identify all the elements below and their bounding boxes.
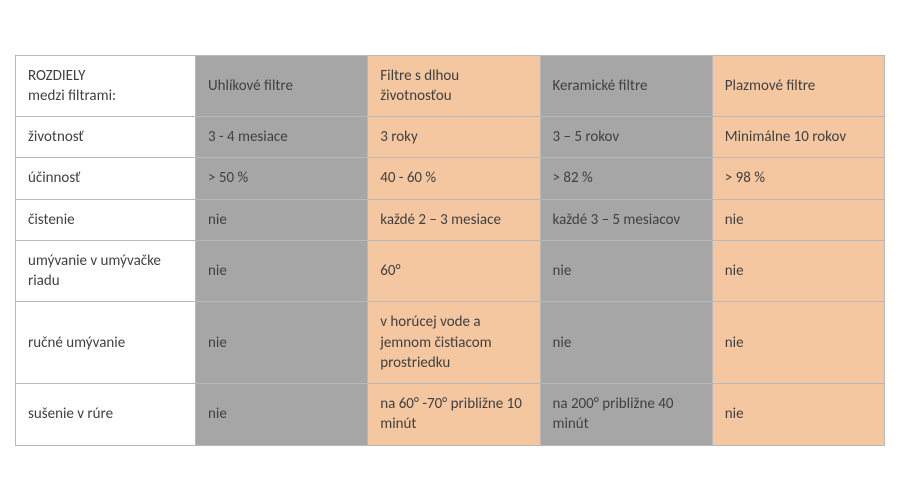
table-header-row: ROZDIELY medzi filtrami: Uhlíkové filtre Fi… — [16, 55, 885, 117]
table-cell-value: nie — [725, 334, 744, 352]
table-row: ručné umývanie nie v horúcej vode a jemnom… — [16, 302, 885, 384]
row-label: ručné umývanie — [16, 302, 196, 384]
table-cell: nie — [712, 240, 884, 302]
table-cell-value: nie — [553, 262, 572, 280]
table-body: ROZDIELY medzi filtrami: Uhlíkové filtre Fi… — [16, 55, 885, 445]
table-cell: nie — [196, 384, 368, 446]
row-label: účinnosť — [16, 158, 196, 199]
filter-comparison-table: ROZDIELY medzi filtrami: Uhlíkové filtre Fi… — [15, 55, 885, 446]
table-cell-value: 3 roky — [380, 128, 418, 146]
column-header-label: Filtre s dlhou životnosťou — [380, 67, 459, 105]
table-cell-value: 40 - 60 % — [380, 169, 436, 187]
table-cell-value: na 60° -70° približne 10 minút — [380, 395, 522, 433]
table-cell: nie — [712, 384, 884, 446]
column-header: Keramické filtre — [540, 55, 712, 117]
table-cell-value: 60° — [380, 262, 400, 280]
table-cell: 3 - 4 mesiace — [196, 117, 368, 158]
row-label: čistenie — [16, 199, 196, 240]
table-cell: nie — [540, 302, 712, 384]
table-cell: 40 - 60 % — [368, 158, 540, 199]
table-cell-value: nie — [725, 405, 744, 423]
table-cell-value: > 82 % — [553, 169, 593, 187]
column-header: Uhlíkové filtre — [196, 55, 368, 117]
table-cell: nie — [712, 199, 884, 240]
row-label-text: umývanie v umývačke riadu — [28, 252, 161, 290]
table-cell: každé 2 – 3 mesiace — [368, 199, 540, 240]
table-cell-value: nie — [208, 405, 227, 423]
table-cell: nie — [196, 240, 368, 302]
table-cell: Minimálne 10 rokov — [712, 117, 884, 158]
row-label-text: sušenie v rúre — [28, 405, 113, 423]
table-row: účinnosť > 50 % 40 - 60 % > 82 % > 98 % — [16, 158, 885, 199]
table-cell-value: nie — [725, 211, 744, 229]
column-header: Plazmové filtre — [712, 55, 884, 117]
row-label-text: účinnosť — [28, 169, 80, 187]
table-cell-value: Minimálne 10 rokov — [725, 128, 846, 146]
table-row: čistenie nie každé 2 – 3 mesiace každé 3 – … — [16, 199, 885, 240]
column-header-label: Keramické filtre — [553, 77, 648, 95]
table-cell: 3 – 5 rokov — [540, 117, 712, 158]
table-cell: nie — [712, 302, 884, 384]
table-row: umývanie v umývačke riadu nie 60° nie nie — [16, 240, 885, 302]
column-header-label: Uhlíkové filtre — [208, 77, 293, 95]
row-label: sušenie v rúre — [16, 384, 196, 446]
table-row: životnosť 3 - 4 mesiace 3 roky 3 – 5 rokov M… — [16, 117, 885, 158]
table-cell: > 98 % — [712, 158, 884, 199]
row-label: umývanie v umývačke riadu — [16, 240, 196, 302]
table-cell-value: nie — [208, 262, 227, 280]
table-cell: > 50 % — [196, 158, 368, 199]
table-cell: > 82 % — [540, 158, 712, 199]
table-cell-value: nie — [208, 211, 227, 229]
table-cell: 3 roky — [368, 117, 540, 158]
column-header: Filtre s dlhou životnosťou — [368, 55, 540, 117]
table-cell: v horúcej vode a jemnom čistiacom prostr… — [368, 302, 540, 384]
table-cell-value: nie — [208, 334, 227, 352]
table-cell-value: > 98 % — [725, 169, 765, 187]
table-cell: každé 3 – 5 mesiacov — [540, 199, 712, 240]
table: ROZDIELY medzi filtrami: Uhlíkové filtre Fi… — [15, 55, 885, 446]
table-cell-value: v horúcej vode a jemnom čistiacom prostr… — [380, 313, 491, 372]
header-title-line1: ROZDIELY — [28, 67, 85, 85]
row-label-text: ručné umývanie — [28, 334, 125, 352]
table-cell: na 200° približne 40 minút — [540, 384, 712, 446]
table-cell-value: nie — [553, 334, 572, 352]
table-row: sušenie v rúre nie na 60° -70° približne 1… — [16, 384, 885, 446]
table-cell-value: > 50 % — [208, 169, 248, 187]
table-cell-value: 3 – 5 rokov — [553, 128, 620, 146]
table-cell-value: každé 3 – 5 mesiacov — [553, 211, 681, 229]
row-label-text: životnosť — [28, 128, 84, 146]
row-label: životnosť — [16, 117, 196, 158]
table-cell: nie — [540, 240, 712, 302]
table-cell-value: nie — [725, 262, 744, 280]
column-header-label: Plazmové filtre — [725, 77, 816, 95]
table-cell: na 60° -70° približne 10 minút — [368, 384, 540, 446]
table-cell-value: každé 2 – 3 mesiace — [380, 211, 501, 229]
header-title: ROZDIELY medzi filtrami: — [16, 55, 196, 117]
table-cell: nie — [196, 199, 368, 240]
table-cell-value: na 200° približne 40 minút — [553, 395, 674, 433]
header-title-line2: medzi filtrami: — [28, 87, 116, 105]
row-label-text: čistenie — [28, 211, 75, 229]
table-cell: 60° — [368, 240, 540, 302]
table-cell: nie — [196, 302, 368, 384]
table-cell-value: 3 - 4 mesiace — [208, 128, 288, 146]
